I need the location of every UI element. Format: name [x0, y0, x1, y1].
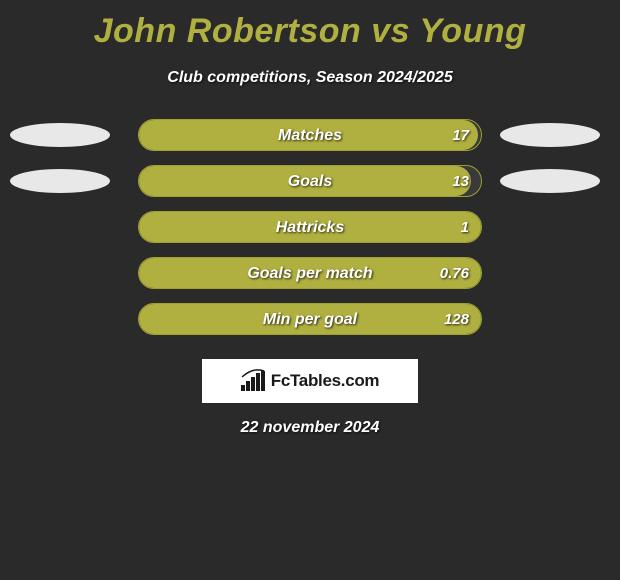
- stat-value: 1: [461, 212, 469, 243]
- stat-label: Matches: [139, 120, 481, 151]
- player-ellipse-right: [500, 123, 600, 147]
- stat-label: Goals: [139, 166, 481, 197]
- stat-value: 0.76: [440, 258, 469, 289]
- page-title: John Robertson vs Young: [0, 0, 620, 51]
- player-ellipse-left: [10, 123, 110, 147]
- date-line: 22 november 2024: [0, 419, 620, 437]
- stat-row: Matches17: [0, 119, 620, 151]
- stat-label: Goals per match: [139, 258, 481, 289]
- stat-bar: Min per goal128: [138, 303, 482, 335]
- player-ellipse-left: [10, 169, 110, 193]
- player-ellipse-right: [500, 169, 600, 193]
- stat-row: Hattricks1: [0, 211, 620, 243]
- subtitle: Club competitions, Season 2024/2025: [0, 69, 620, 87]
- stat-value: 128: [444, 304, 469, 335]
- stat-row: Goals per match0.76: [0, 257, 620, 289]
- stat-bar: Hattricks1: [138, 211, 482, 243]
- stat-row: Goals13: [0, 165, 620, 197]
- stat-label: Min per goal: [139, 304, 481, 335]
- stat-value: 17: [452, 120, 469, 151]
- stat-value: 13: [452, 166, 469, 197]
- comparison-chart: Matches17 Goals13 Hattricks1 Goals per matc…: [0, 119, 620, 335]
- stat-label: Hattricks: [139, 212, 481, 243]
- bar-chart-icon: [241, 371, 265, 391]
- stat-bar: Goals13: [138, 165, 482, 197]
- logo-text: FcTables.com: [271, 371, 380, 391]
- stat-row: Min per goal128: [0, 303, 620, 335]
- stat-bar: Matches17: [138, 119, 482, 151]
- stat-bar: Goals per match0.76: [138, 257, 482, 289]
- fctables-logo: FcTables.com: [202, 359, 418, 403]
